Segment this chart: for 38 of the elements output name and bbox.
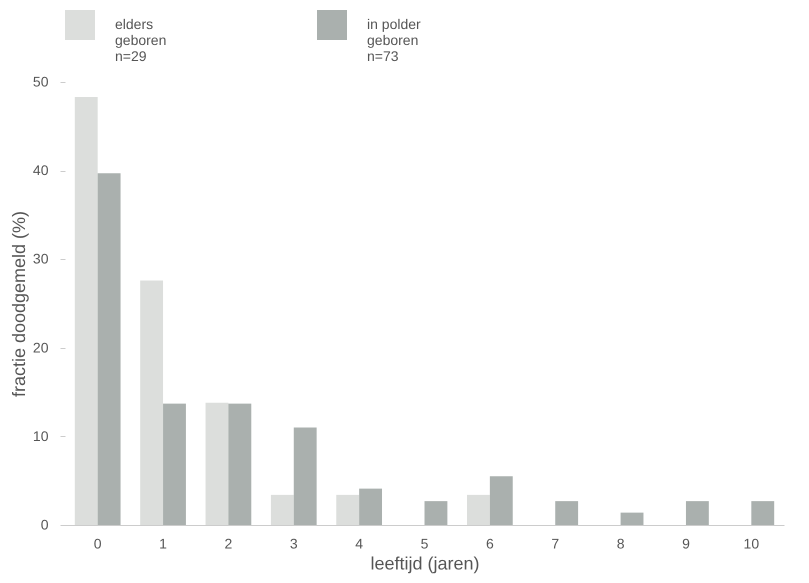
x-tick-label: 7 (551, 536, 560, 552)
bar (98, 173, 121, 525)
bar (424, 501, 448, 525)
bar (466, 494, 490, 525)
x-axis-title: leeftijd (jaren) (370, 554, 480, 574)
bar (751, 501, 774, 525)
bar (206, 402, 228, 525)
x-tick-label: 1 (159, 536, 168, 552)
y-tick-label: 50 (32, 74, 49, 90)
y-tick-label: 20 (32, 339, 49, 356)
x-tick-label: 8 (616, 536, 625, 552)
y-tick-label: 30 (32, 250, 49, 267)
x-tick-label: 3 (290, 536, 298, 552)
legend-label: elders geboren n=29 (115, 16, 166, 64)
bar (336, 494, 360, 525)
x-tick-label: 5 (420, 536, 429, 552)
bar (555, 501, 578, 525)
x-tick-label: 0 (94, 536, 102, 552)
bar (686, 501, 709, 525)
y-tick-label: 0 (40, 516, 49, 532)
x-tick-label: 2 (224, 536, 233, 552)
bar (163, 404, 186, 525)
x-tick-label: 10 (744, 536, 760, 552)
y-axis-title: fractie doodgemeld (%) (8, 210, 29, 398)
x-tick-label: 4 (355, 536, 364, 552)
bar (620, 512, 644, 525)
bar (359, 488, 382, 525)
bar (270, 494, 294, 525)
bar (294, 428, 317, 525)
x-tick-label: 6 (486, 536, 494, 552)
y-tick-label: 10 (32, 428, 49, 444)
y-tick-label: 40 (32, 162, 49, 178)
bar (140, 280, 164, 525)
x-tick-label: 9 (682, 536, 690, 552)
legend-label: in polder geboren n=73 (367, 16, 422, 64)
bar (228, 404, 252, 525)
bar (490, 476, 513, 525)
bar (74, 97, 98, 525)
